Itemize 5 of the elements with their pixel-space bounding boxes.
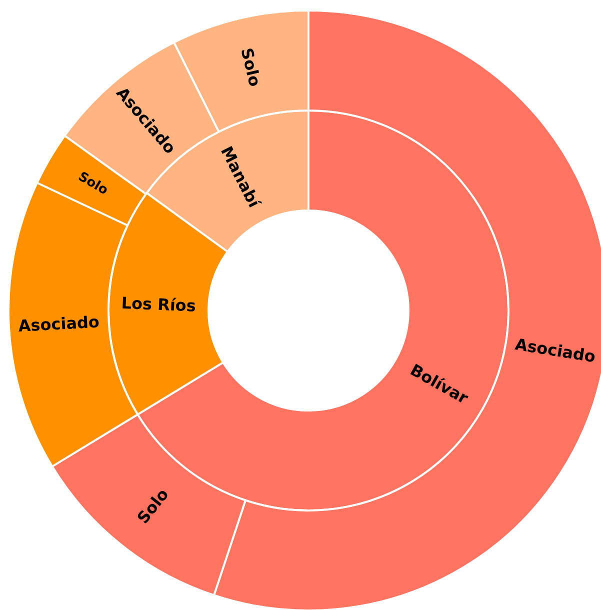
- data-label: Solo: [75, 169, 110, 198]
- data-label: Solo: [237, 46, 265, 88]
- data-label: Asociado: [18, 312, 100, 336]
- data-label: Asociado: [514, 334, 597, 366]
- data-label: Los Ríos: [120, 293, 196, 316]
